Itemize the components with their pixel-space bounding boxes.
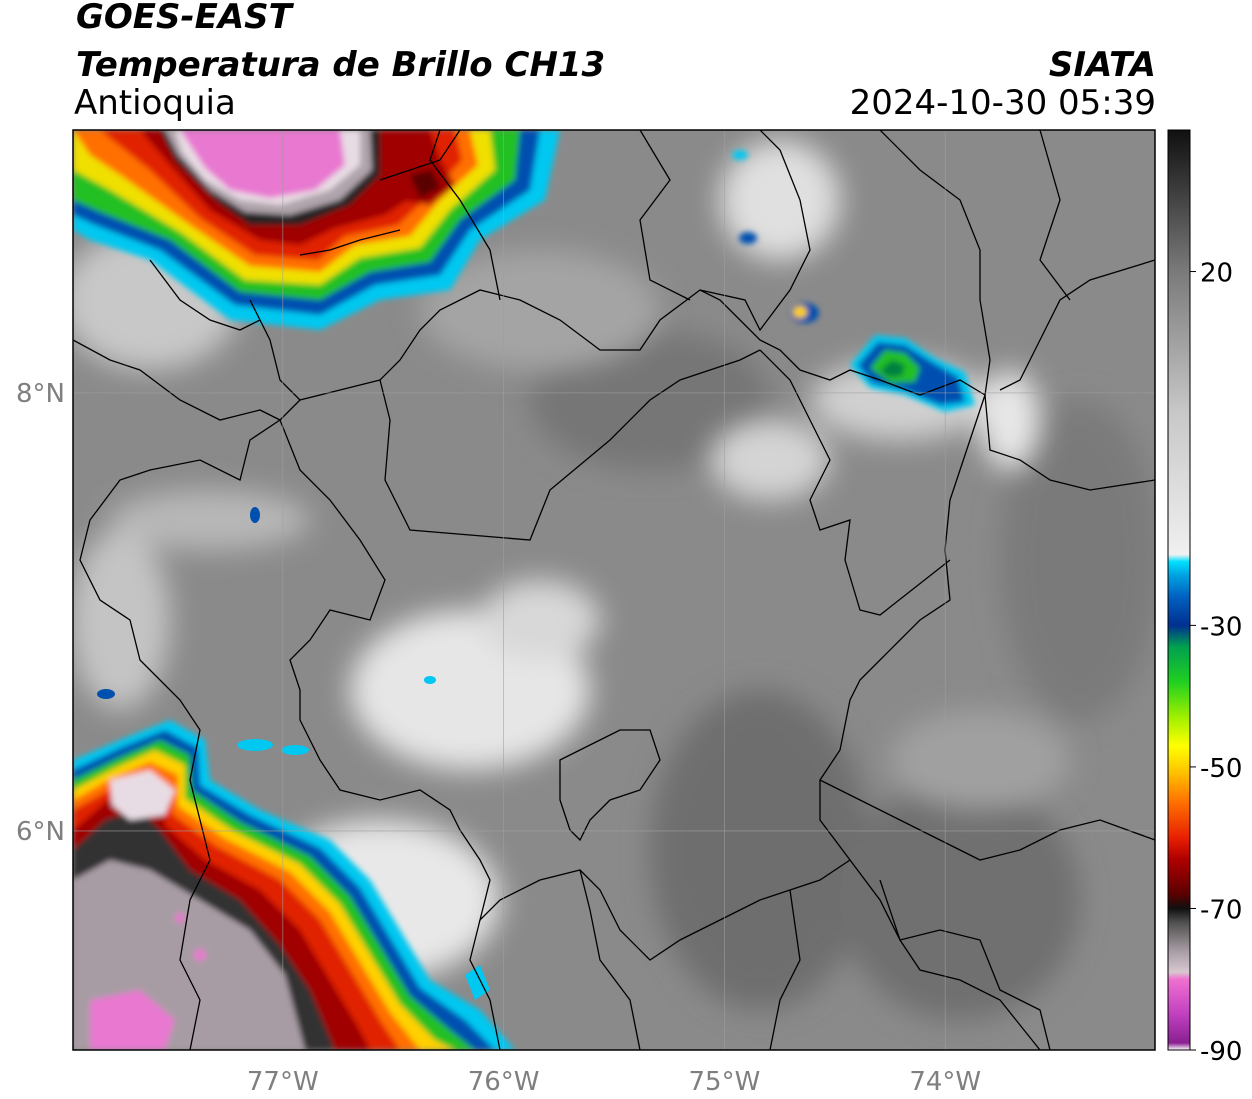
small-cold-cells [97,507,436,755]
x-tick-label: 75°W [689,1067,761,1097]
grid-lines [73,130,1155,1050]
x-axis: 77°W 76°W 75°W 74°W [247,1067,981,1097]
storm-northwest [73,130,560,330]
colorbar-tick-label: 20 [1200,259,1233,289]
agency-label: SIATA [1048,45,1156,85]
antioquia-boundary [279,289,986,961]
colorbar: 20 -30 -50 -70 -90 [1167,129,1242,1067]
y-tick-label: 8°N [16,379,65,409]
map-title-satellite: GOES-EAST [76,0,292,37]
storm-southwest [73,720,515,1050]
admin-boundaries [73,130,1155,1050]
y-tick-label: 6°N [16,817,65,847]
x-tick-label: 77°W [247,1067,319,1097]
timestamp-label: 2024-10-30 05:39 [849,83,1156,123]
x-tick-label: 76°W [468,1067,540,1097]
colorbar-tick-label: -30 [1200,612,1242,642]
satellite-map [73,130,1155,1050]
colorbar-tick-label: -90 [1200,1037,1242,1067]
colorbar-scale [1167,129,1191,1051]
colorbar-ticks: 20 -30 -50 -70 -90 [1190,259,1242,1067]
colorbar-tick-label: -70 [1200,895,1242,925]
map-frame [72,129,1156,1051]
map-title-product: Temperatura de Brillo CH13 [76,45,606,85]
y-axis: 8°N 6°N [16,379,65,847]
x-tick-label: 74°W [909,1067,981,1097]
region-label: Antioquia [74,83,236,123]
colorbar-tick-label: -50 [1200,754,1242,784]
